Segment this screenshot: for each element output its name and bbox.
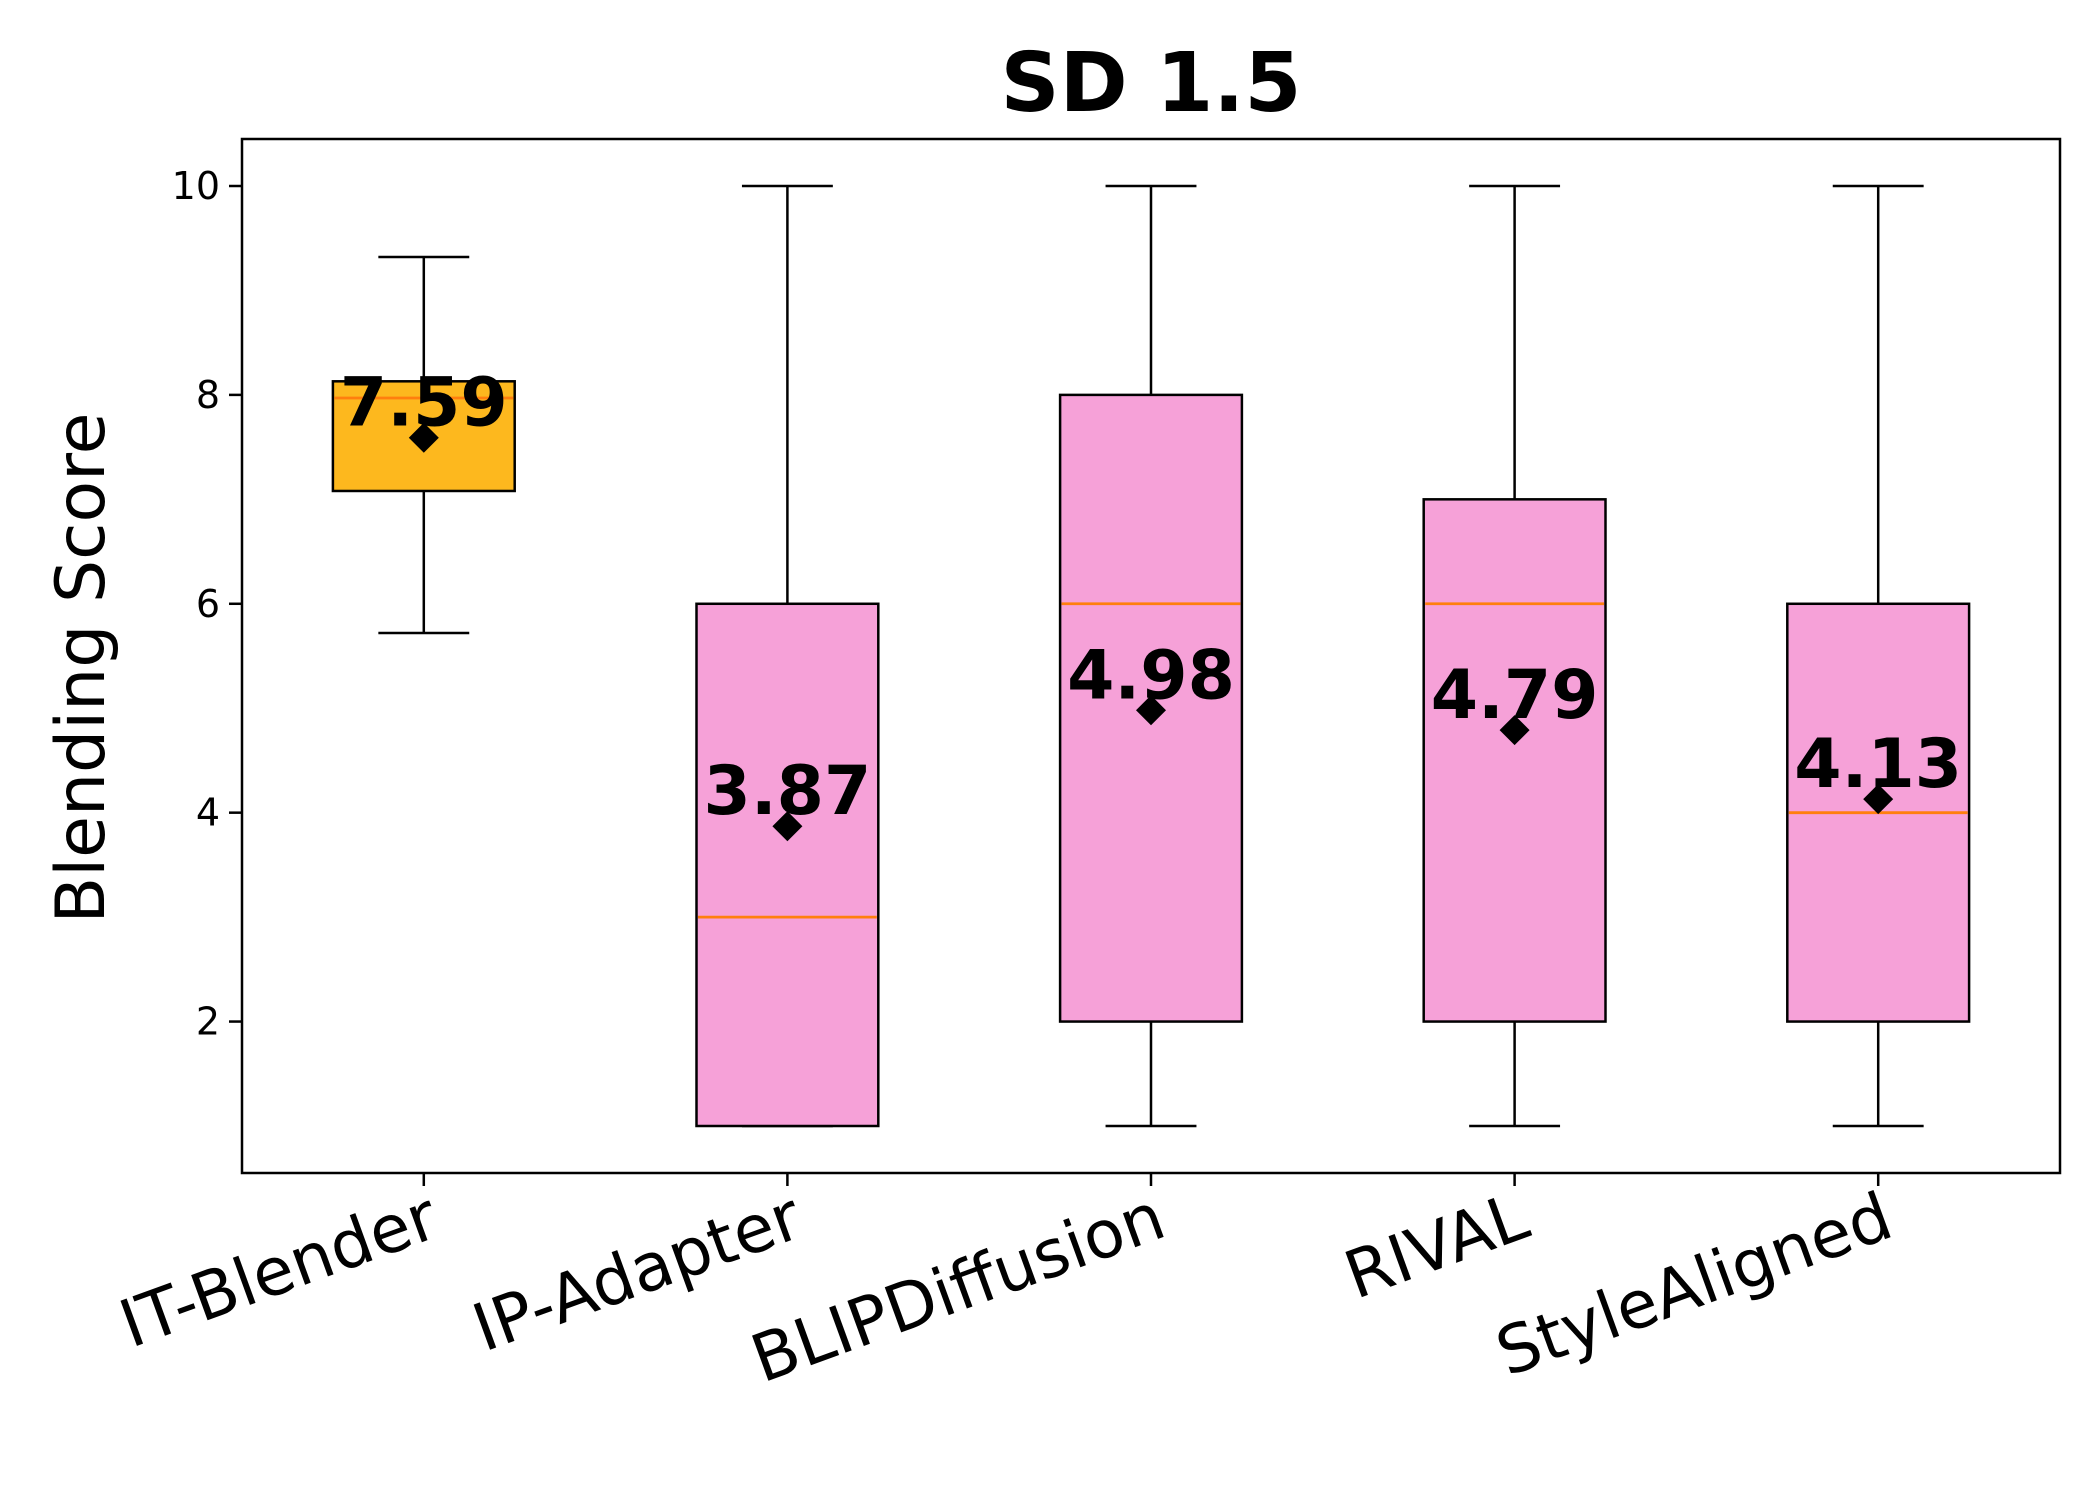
y-tick-label: 4 <box>196 791 220 835</box>
box-it-blender <box>331 255 516 635</box>
mean-marker <box>772 811 803 842</box>
y-axis: 2 4 6 8 10 <box>172 164 242 1044</box>
mean-label-stylealigned: 4.13 <box>1794 725 1962 804</box>
box-rival <box>1422 184 1607 1128</box>
y-tick-label: 6 <box>196 582 220 626</box>
mean-labels-group: 7.59 3.87 4.98 4.79 4.13 <box>340 364 1962 832</box>
box-ip-adapter <box>695 184 880 1128</box>
y-tick-label: 2 <box>196 1000 220 1044</box>
y-axis-label: Blending Score <box>42 413 121 924</box>
y-tick-label: 10 <box>172 164 220 208</box>
boxes-group <box>331 184 1971 1128</box>
x-tick-label-blipdiffusion: BLIPDiffusion <box>742 1178 1175 1398</box>
mean-marker <box>1136 695 1166 726</box>
mean-marker <box>1499 715 1530 746</box>
box-stylealigned <box>1786 184 1971 1128</box>
y-tick-label: 8 <box>196 373 220 417</box>
iqr-box <box>695 602 880 1128</box>
iqr-box <box>1422 498 1607 1023</box>
chart-title: SD 1.5 <box>1001 36 1302 131</box>
mean-marker <box>408 422 439 453</box>
x-tick-label-stylealigned: StyleAligned <box>1486 1178 1901 1392</box>
box-blipdiffusion <box>1058 184 1244 1128</box>
x-tick-label-it-blender: IT-Blender <box>110 1177 448 1363</box>
mean-label-rival: 4.79 <box>1431 656 1599 735</box>
mean-label-it-blender: 7.59 <box>340 364 508 443</box>
x-tick-label-rival: RIVAL <box>1335 1178 1538 1315</box>
mean-label-blipdiffusion: 4.98 <box>1067 636 1235 715</box>
mean-label-ip-adapter: 3.87 <box>704 752 872 831</box>
mean-marker <box>1863 784 1894 815</box>
